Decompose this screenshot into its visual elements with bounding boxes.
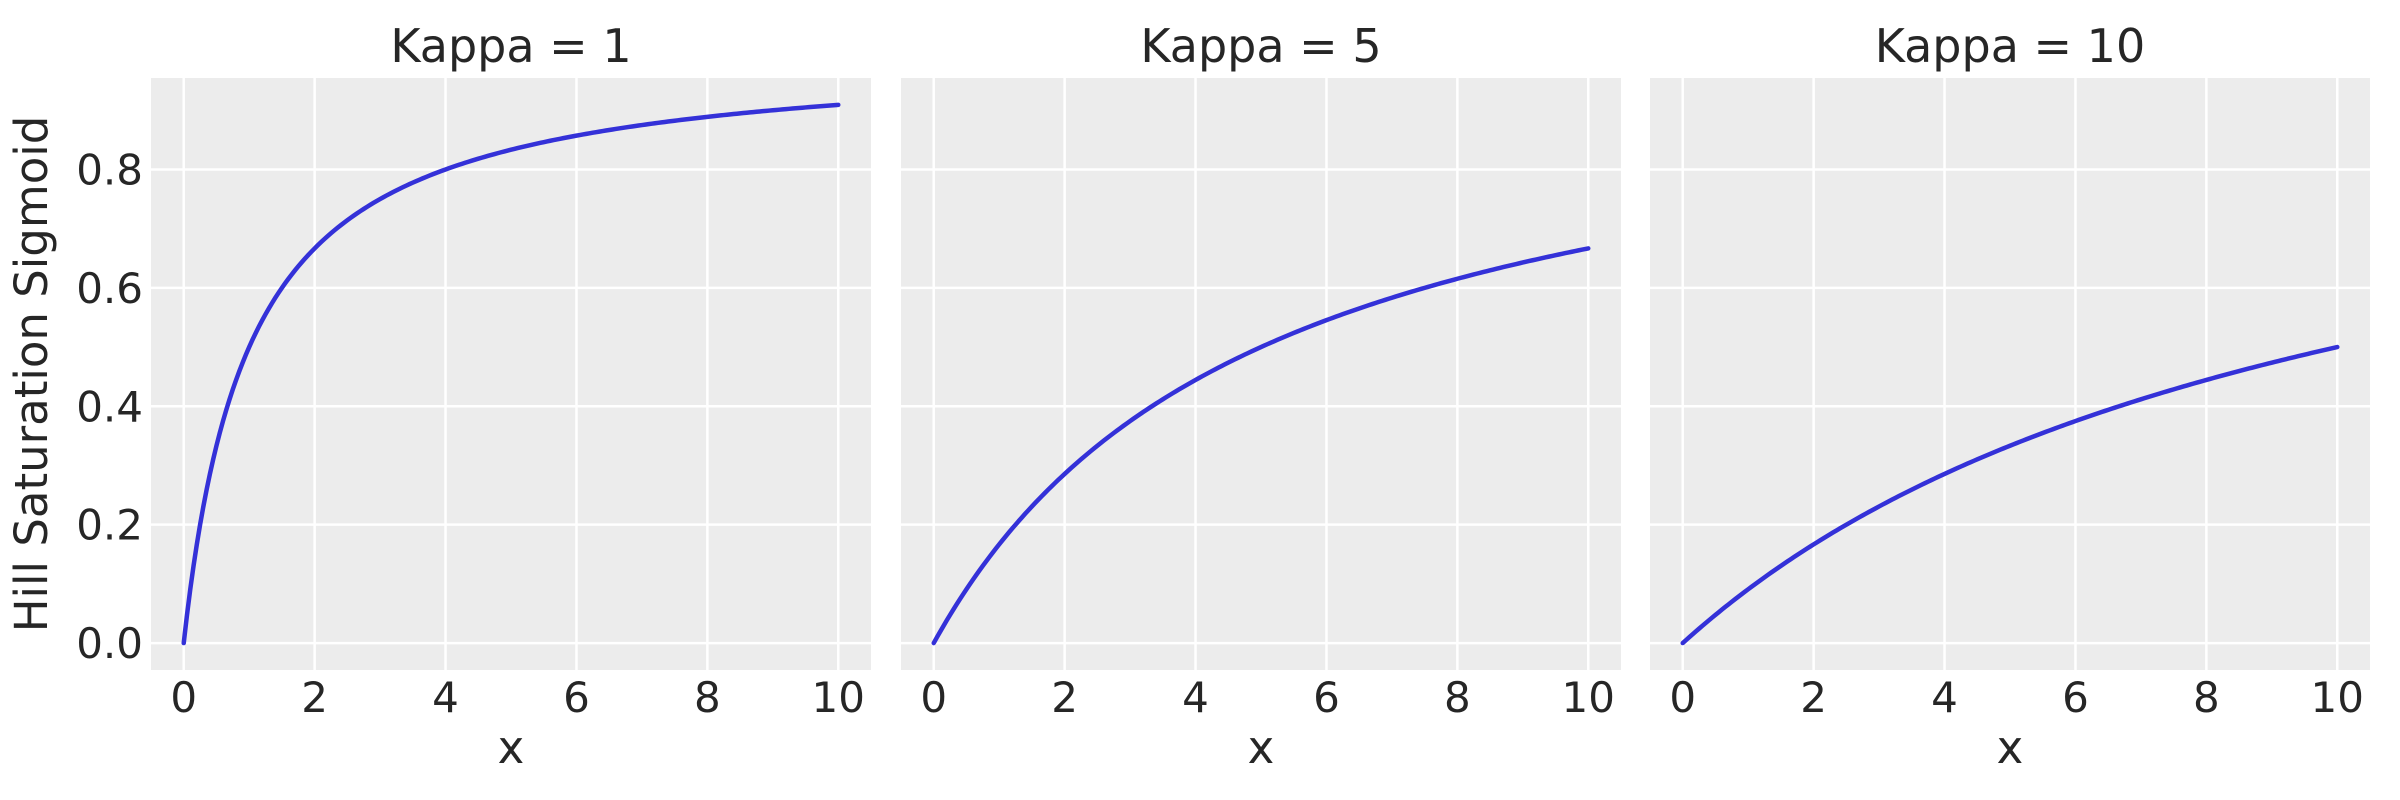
x-tick-label: 6 [563,673,590,722]
y-tick-label: 0.2 [76,501,143,550]
panel-kappa-5: Kappa = 5 0 2 4 6 8 10 x [901,19,1621,774]
x-axis-label: x [498,721,525,774]
panel-title: Kappa = 5 [1140,19,1381,73]
x-tick-label: 2 [301,673,328,722]
x-axis-label: x [1248,721,1275,774]
x-tick-label: 10 [1562,673,1615,722]
hill-curve [931,246,1591,646]
x-tick-label: 0 [170,673,197,722]
x-tick-label: 10 [812,673,865,722]
x-tick-label: 8 [1444,673,1471,722]
x-tick-label: 0 [1669,673,1696,722]
x-tick-label: 8 [2193,673,2220,722]
x-tick-label: 4 [1931,673,1958,722]
plot-area [901,78,1621,670]
x-axis-label: x [1997,721,2024,774]
y-tick-label: 0.8 [76,145,143,194]
hill-curve [1680,344,2340,646]
x-tick-label: 8 [694,673,721,722]
x-tick-label: 2 [1051,673,1078,722]
panel-title: Kappa = 10 [1875,19,2145,73]
y-tick-label: 0.6 [76,264,143,313]
hill-curve [181,102,841,646]
panel-title: Kappa = 1 [390,19,631,73]
x-tick-label: 4 [432,673,459,722]
panel-kappa-1: Kappa = 1 0 2 4 6 8 10 x 0.0 0.2 0.4 0.6 0.8 Hill Sat… [5,19,871,774]
panel-kappa-10: Kappa = 10 0 2 4 6 8 10 x [1650,19,2370,774]
plot-area [151,78,871,670]
x-tick-label: 4 [1182,673,1209,722]
x-tick-label: 2 [1800,673,1827,722]
x-tick-label: 6 [2062,673,2089,722]
y-tick-label: 0.4 [76,382,143,431]
y-axis-label: Hill Saturation Sigmoid [5,116,58,633]
y-tick-label: 0.0 [76,619,143,668]
x-tick-label: 6 [1313,673,1340,722]
x-tick-label: 0 [920,673,947,722]
x-tick-label: 10 [2311,673,2364,722]
